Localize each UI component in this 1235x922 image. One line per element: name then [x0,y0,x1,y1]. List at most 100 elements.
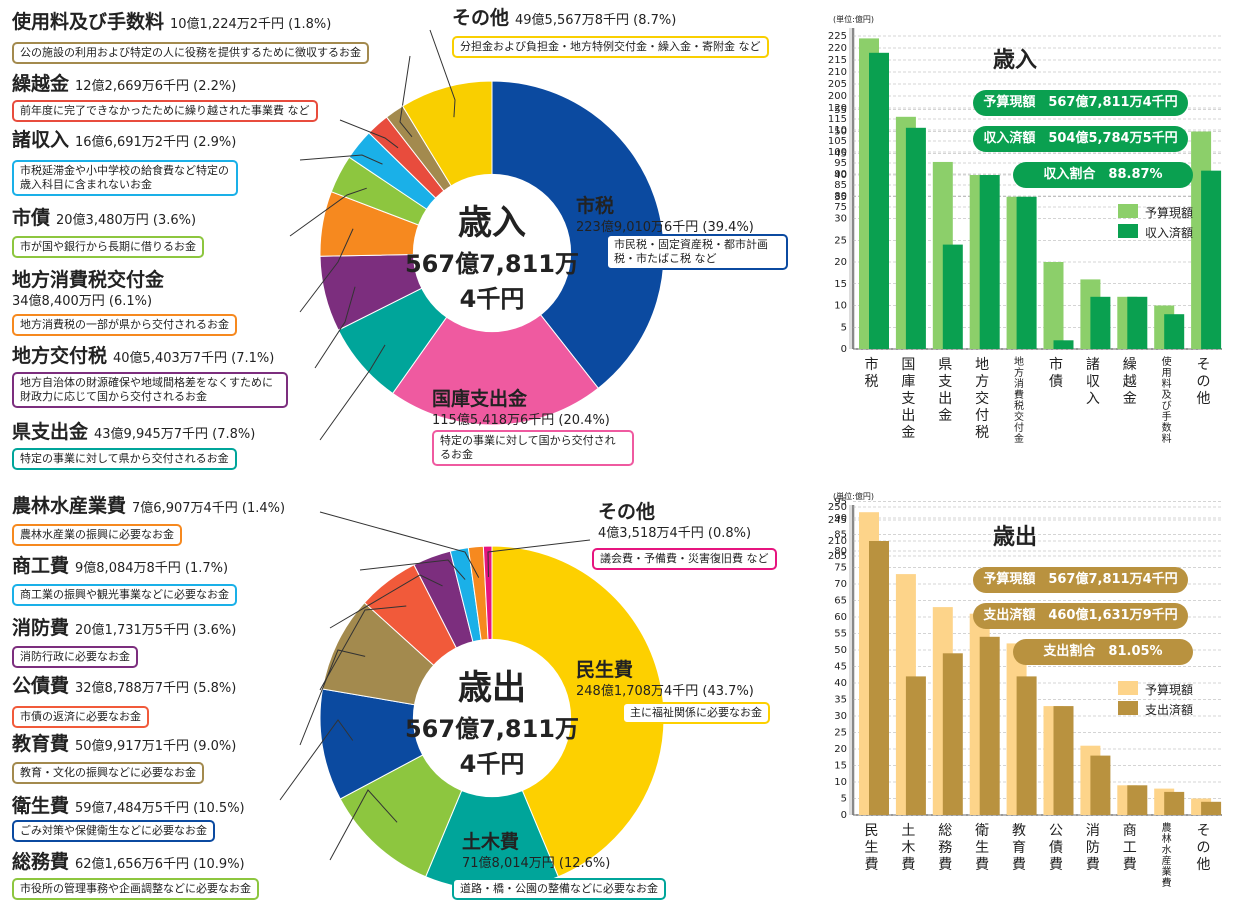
bar0-category-6: 諸収入 [1085,357,1100,407]
exp-desc-2: 市役所の管理事務や企画調整などに必要なお金 [12,878,259,900]
bar0-category-7: 繰越金 [1122,357,1137,407]
bar1-ytick-13: 65 [834,596,847,607]
bar1-bar-1-2 [942,653,963,815]
exp-leader-2 [329,789,398,861]
bar1-legend-label-0: 予算現額 [1145,683,1194,697]
bar0-ytick-18: 105 [828,136,847,147]
exp-desc-9: 議会費・予備費・災害復旧費 など [592,548,777,570]
rev-name-0: 市税 [576,195,615,217]
bar0-category-4: 地方消費税交付金 [1014,357,1025,445]
bar1-ytick-14: 70 [834,579,847,590]
exp-name-1: 土木費 [462,831,520,853]
bar1-title: 歳出 [993,525,1038,550]
bar1-ytick-11: 55 [834,629,847,640]
bar1-category-8: 農林水産業費 [1161,823,1172,889]
bar0-category-8: 使用料及び手数料 [1161,357,1172,445]
rev-label-2: 県支出金 43億9,945万7千円 (7.8%) [12,422,255,443]
exp-label-1: 土木費 71億8,014万円 (12.6%) [462,832,610,871]
bar0-ytick-11: 55 [834,105,847,116]
bar0-bar-1-5 [1053,340,1074,349]
exp-name-4: 教育費 [12,733,70,755]
rev-desc-8: 公の施設の利用および特定の人に役務を提供するために徴収するお金 [12,42,369,64]
bar0-ytick-20: 115 [828,114,847,125]
bar1-ytick-3: 15 [834,761,847,772]
bar0-ytick-7: 35 [834,192,847,203]
bar0-ytick-0: 0 [841,344,847,355]
rev-desc-0: 市民税・固定資産税・都市計画税・市たばこ税 など [606,234,788,270]
exp-leader-9 [487,539,591,578]
exp-label-0: 民生費 248億1,708万4千円 (43.7%) [576,660,754,699]
rev-label-6: 諸収入 16億6,691万2千円 (2.9%) [12,130,236,151]
bar1-bar-1-5 [1053,706,1074,815]
bar1-category-4: 教育費 [1012,823,1027,873]
bar0-bar-1-8 [1164,314,1185,349]
bar0-category-5: 市債 [1048,357,1063,390]
rev-desc-6: 市税延滞金や小中学校の給食費など特定の歳入科目に含まれないお金 [12,160,238,196]
rev-name-9: その他 [452,7,510,29]
bar1-category-7: 商工費 [1122,823,1137,873]
bar0-ytick-21: 120 [828,103,847,114]
rev-label-5: 市債 20億3,480万円 (3.6%) [12,208,196,229]
exp-name-8: 農林水産業費 [12,495,127,517]
bar0-ytick-10: 50 [834,127,847,138]
bar0-bar-1-7 [1127,296,1148,349]
exp-leader-7 [359,559,466,580]
exp-label-4: 教育費 50億9,917万1千円 (9.0%) [12,734,236,755]
exp-amount-8: 7億6,907万4千円 (1.4%) [132,501,286,516]
bar1-ytick-21: 210 [828,536,847,547]
rev-amount-6: 16億6,691万2千円 (2.9%) [75,135,237,150]
rev-leader-3 [314,286,356,369]
bar0-ytick-22: 200 [828,91,847,102]
bar1-ytick-23: 250 [828,502,847,513]
rev-center-amount: 567億7,811万 [404,250,579,278]
rev-leader-9 [429,29,456,118]
exp-desc-7: 商工業の振興や観光事業などに必要なお金 [12,584,237,606]
rev-amount-0: 223億9,010万6千円 (39.4%) [576,219,754,235]
bar1-ytick-20: 205 [828,551,847,562]
bar1-ytick-2: 10 [834,777,847,788]
exp-center-amount2: 4千円 [459,750,525,778]
bar1-bar-1-8 [1164,791,1185,815]
bar0-category-9: その他 [1196,357,1211,407]
exp-leader-4 [299,649,366,746]
exp-amount-9: 4億3,518万4千円 (0.8%) [598,525,752,541]
bar1-category-1: 土木費 [901,823,916,873]
exp-name-5: 公債費 [12,675,70,697]
exp-center-title: 歳出 [458,668,526,708]
bar0-bar-0-5 [1043,262,1064,349]
bar0-bar-1-2 [942,244,963,349]
bar1-ytick-16: 80 [834,546,847,557]
bar0-ytick-15: 90 [834,169,847,180]
bar0-category-0: 市税 [864,357,879,390]
bar1-axis-strip [849,505,855,815]
rev-name-2: 県支出金 [12,421,89,443]
bar1-ytick-6: 30 [834,711,847,722]
bar1-bar-1-1 [905,676,926,815]
rev-name-7: 繰越金 [12,73,70,95]
rev-amount-8: 10億1,224万2千円 (1.8%) [170,17,332,32]
rev-label-1: 国庫支出金 115億5,418万6千円 (20.4%) [432,389,610,428]
bar0-info-1: 収入済額 504億5,784万5千円 [973,126,1188,152]
bar0-ytick-14: 85 [834,180,847,191]
rev-amount-3: 40億5,403万7千円 (7.1%) [113,351,275,366]
exp-center-circle [412,638,572,798]
bar0-ytick-25: 215 [828,55,847,66]
rev-desc-4: 地方消費税の一部が県から交付されるお金 [12,314,237,336]
exp-desc-6: 消防行政に必要なお金 [12,646,138,668]
bar1-ytick-22: 245 [828,515,847,526]
exp-amount-0: 248億1,708万4千円 (43.7%) [576,683,754,699]
rev-center-amount2: 4千円 [459,285,525,313]
bar0-category-1: 国庫支出金 [901,357,916,441]
rev-desc-2: 特定の事業に対して県から交付されるお金 [12,448,237,470]
rev-amount-5: 20億3,480万円 (3.6%) [56,213,197,228]
bar1-ytick-8: 40 [834,678,847,689]
exp-label-7: 商工費 9億8,084万8千円 (1.7%) [12,556,228,577]
bar1-info-0: 予算現額 567億7,811万4千円 [973,567,1188,593]
rev-leader-7 [339,119,399,149]
bar1-ytick-18: 90 [834,513,847,524]
exp-name-2: 総務費 [12,851,70,873]
bar0-bar-1-4 [1016,196,1037,349]
bar0-bar-1-9 [1201,170,1222,349]
exp-label-2: 総務費 62億1,656万6千円 (10.9%) [12,852,245,873]
rev-desc-7: 前年度に完了できなかったために繰り越された事業費 など [12,100,318,122]
